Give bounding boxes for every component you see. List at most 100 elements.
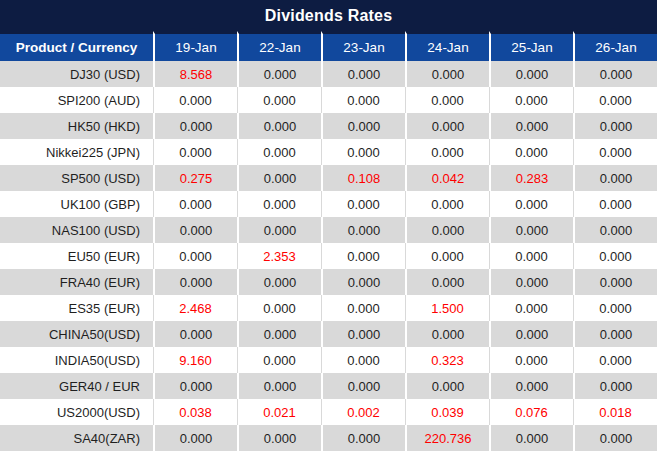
column-header-date: 26-Jan [573, 31, 657, 61]
dividend-value: 0.000 [153, 139, 237, 165]
dividend-value: 0.000 [321, 217, 405, 243]
dividend-value: 220.736 [405, 425, 489, 451]
dividend-value: 0.000 [321, 269, 405, 295]
dividend-value: 0.000 [237, 347, 321, 373]
table-body: DJ30 (USD)8.5680.0000.0000.0000.0000.000… [0, 61, 657, 451]
product-label: EU50 (EUR) [0, 243, 153, 269]
dividend-value: 0.000 [321, 347, 405, 373]
dividend-value: 0.000 [153, 217, 237, 243]
dividend-value: 0.000 [321, 113, 405, 139]
column-header-row: Product / Currency 19-Jan22-Jan23-Jan24-… [0, 31, 657, 61]
dividends-rates-table: Dividends Rates Product / Currency 19-Ja… [0, 0, 657, 451]
dividend-value: 0.042 [405, 165, 489, 191]
dividend-value: 0.000 [573, 321, 657, 347]
dividend-value: 0.021 [237, 399, 321, 425]
dividend-value: 0.000 [321, 321, 405, 347]
table-row: ES35 (EUR)2.4680.0000.0001.5000.0000.000 [0, 295, 657, 321]
dividend-value: 0.000 [489, 61, 573, 87]
dividend-value: 0.108 [321, 165, 405, 191]
dividend-value: 0.000 [489, 87, 573, 113]
table-row: SPI200 (AUD)0.0000.0000.0000.0000.0000.0… [0, 87, 657, 113]
column-header-date: 25-Jan [489, 31, 573, 61]
dividend-value: 0.076 [489, 399, 573, 425]
dividend-value: 0.000 [237, 165, 321, 191]
product-label: SA40(ZAR) [0, 425, 153, 451]
dividend-value: 0.000 [237, 61, 321, 87]
dividend-value: 0.000 [405, 373, 489, 399]
dividend-value: 0.000 [237, 113, 321, 139]
table-row: US2000(USD)0.0380.0210.0020.0390.0760.01… [0, 399, 657, 425]
product-label: US2000(USD) [0, 399, 153, 425]
column-header-product: Product / Currency [0, 31, 153, 61]
dividend-value: 0.000 [153, 425, 237, 451]
product-label: CHINA50(USD) [0, 321, 153, 347]
dividend-value: 0.000 [153, 113, 237, 139]
product-label: DJ30 (USD) [0, 61, 153, 87]
dividend-value: 0.000 [321, 295, 405, 321]
table-row: HK50 (HKD)0.0000.0000.0000.0000.0000.000 [0, 113, 657, 139]
dividend-value: 0.000 [573, 139, 657, 165]
dividend-value: 0.000 [237, 269, 321, 295]
table-row: INDIA50(USD)9.1600.0000.0000.3230.0000.0… [0, 347, 657, 373]
dividend-value: 0.000 [489, 347, 573, 373]
table-row: SP500 (USD)0.2750.0000.1080.0420.2830.00… [0, 165, 657, 191]
dividend-value: 0.000 [573, 425, 657, 451]
dividend-value: 0.000 [489, 425, 573, 451]
dividend-value: 0.000 [489, 295, 573, 321]
dividend-value: 1.500 [405, 295, 489, 321]
column-header-date: 23-Jan [321, 31, 405, 61]
dividend-value: 0.000 [321, 139, 405, 165]
dividend-value: 0.000 [153, 87, 237, 113]
product-label: Nikkei225 (JPN) [0, 139, 153, 165]
dividend-value: 0.000 [153, 321, 237, 347]
dividend-value: 0.000 [153, 373, 237, 399]
dividend-value: 0.000 [573, 347, 657, 373]
dividend-value: 0.000 [489, 321, 573, 347]
dividend-value: 0.000 [573, 61, 657, 87]
dividend-value: 0.000 [321, 425, 405, 451]
product-label: SP500 (USD) [0, 165, 153, 191]
dividend-value: 0.000 [573, 191, 657, 217]
dividend-value: 0.000 [405, 61, 489, 87]
dividend-value: 0.000 [321, 243, 405, 269]
dividend-value: 0.000 [237, 217, 321, 243]
dividend-value: 0.000 [237, 139, 321, 165]
dividend-value: 0.000 [573, 113, 657, 139]
dividend-value: 0.000 [405, 321, 489, 347]
table-row: UK100 (GBP)0.0000.0000.0000.0000.0000.00… [0, 191, 657, 217]
dividend-value: 0.000 [489, 217, 573, 243]
table-row: FRA40 (EUR)0.0000.0000.0000.0000.0000.00… [0, 269, 657, 295]
product-label: NAS100 (USD) [0, 217, 153, 243]
dividend-value: 0.000 [405, 113, 489, 139]
table-row: Nikkei225 (JPN)0.0000.0000.0000.0000.000… [0, 139, 657, 165]
dividend-value: 0.000 [321, 87, 405, 113]
dividend-value: 0.000 [573, 269, 657, 295]
dividend-value: 0.000 [153, 269, 237, 295]
product-label: INDIA50(USD) [0, 347, 153, 373]
dividend-value: 0.000 [573, 87, 657, 113]
dividend-value: 0.323 [405, 347, 489, 373]
dividend-value: 0.039 [405, 399, 489, 425]
dividend-value: 0.000 [153, 243, 237, 269]
dividend-value: 0.000 [573, 243, 657, 269]
dividend-value: 0.000 [489, 269, 573, 295]
table-title: Dividends Rates [0, 0, 657, 31]
dividend-value: 0.000 [573, 373, 657, 399]
dividend-value: 0.000 [237, 425, 321, 451]
dividend-value: 0.000 [321, 61, 405, 87]
dividend-value: 0.000 [489, 243, 573, 269]
dividend-value: 8.568 [153, 61, 237, 87]
title-row: Dividends Rates [0, 0, 657, 31]
table-row: EU50 (EUR)0.0002.3530.0000.0000.0000.000 [0, 243, 657, 269]
dividend-value: 0.000 [237, 191, 321, 217]
dividend-value: 0.000 [489, 191, 573, 217]
product-label: ES35 (EUR) [0, 295, 153, 321]
dividend-value: 0.000 [573, 217, 657, 243]
column-header-date: 24-Jan [405, 31, 489, 61]
dividend-value: 0.275 [153, 165, 237, 191]
dividend-value: 0.038 [153, 399, 237, 425]
dividend-value: 0.000 [321, 191, 405, 217]
product-label: SPI200 (AUD) [0, 87, 153, 113]
dividend-value: 0.000 [405, 217, 489, 243]
column-header-date: 19-Jan [153, 31, 237, 61]
